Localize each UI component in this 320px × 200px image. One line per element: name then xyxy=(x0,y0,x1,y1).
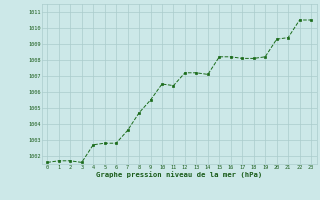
X-axis label: Graphe pression niveau de la mer (hPa): Graphe pression niveau de la mer (hPa) xyxy=(96,171,262,178)
